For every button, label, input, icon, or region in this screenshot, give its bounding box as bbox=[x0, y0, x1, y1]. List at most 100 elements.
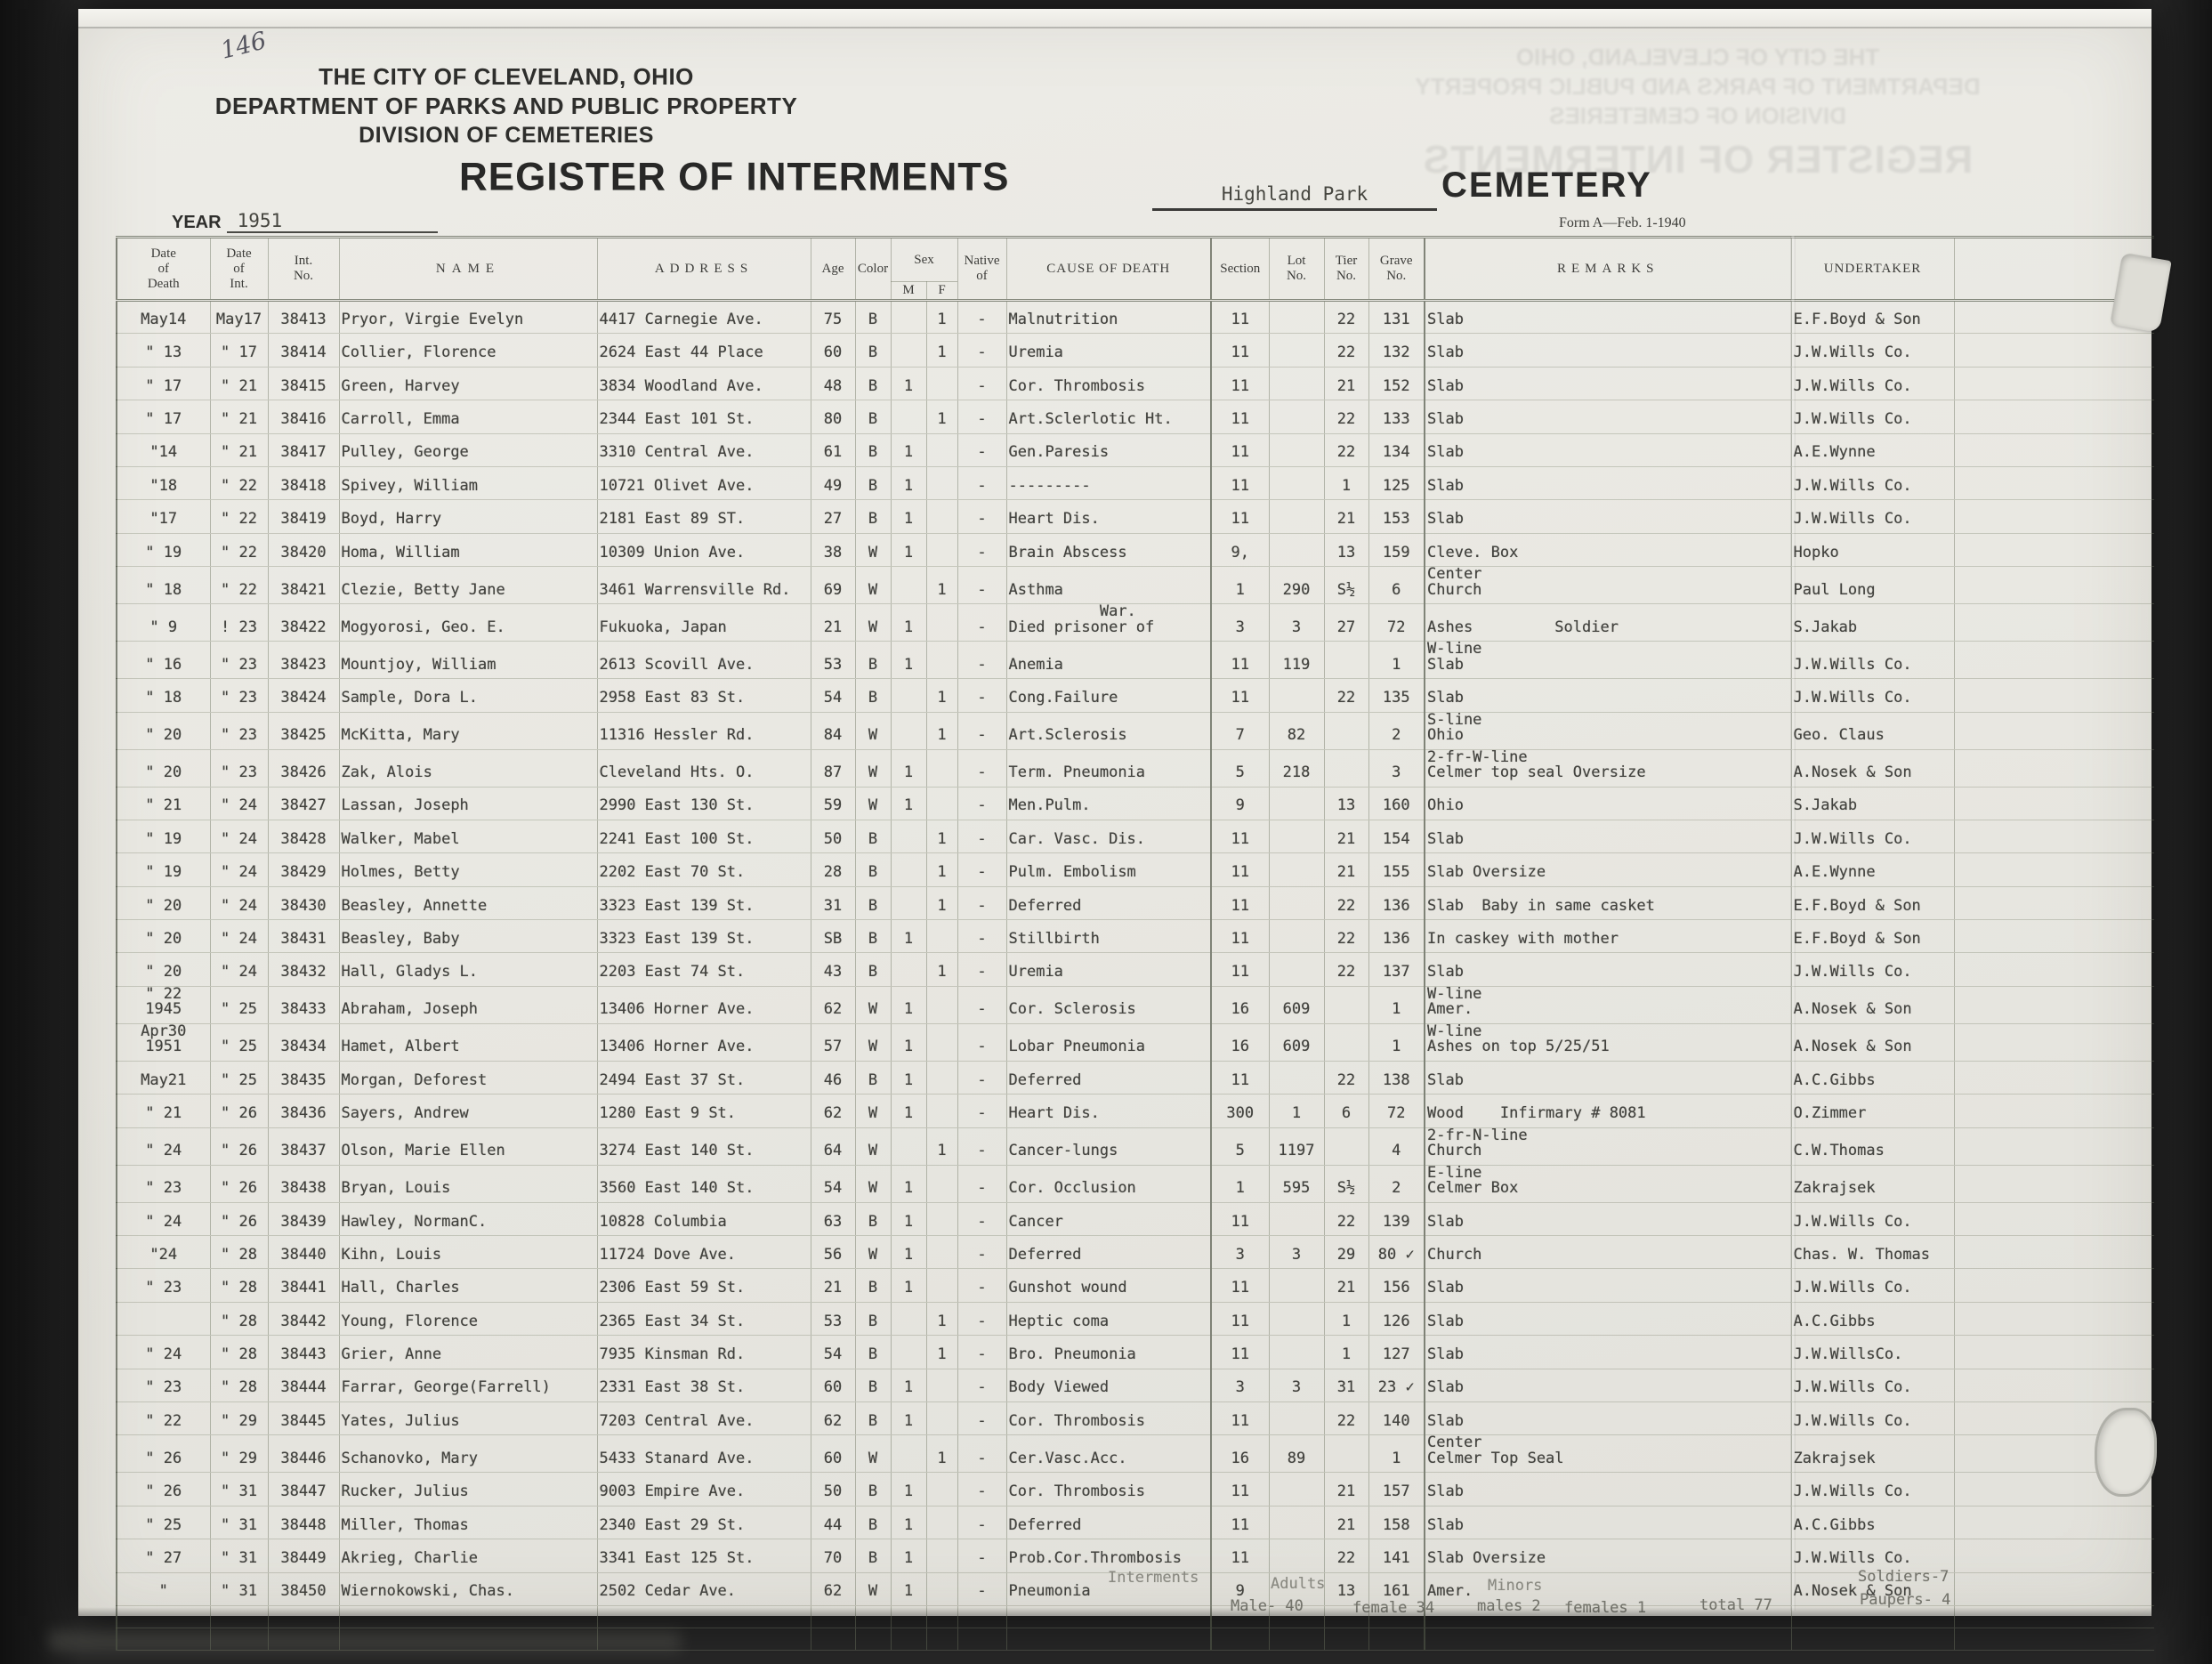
cell-tier-no: 22 bbox=[1323, 886, 1368, 921]
cell-remarks: Slab Oversize bbox=[1424, 852, 1791, 887]
cell-grave-no: 152 bbox=[1368, 367, 1425, 401]
cell-blank bbox=[116, 1628, 210, 1651]
cell-blank bbox=[267, 1605, 339, 1628]
cell-sex-m: 1 bbox=[890, 1268, 926, 1303]
cell-date-of-death: "17 bbox=[116, 499, 210, 534]
cell-sex-f bbox=[925, 919, 957, 954]
cell-blank bbox=[1953, 333, 2154, 368]
cell-blank bbox=[925, 1605, 957, 1628]
cell-cause-of-death: Anemia bbox=[1005, 641, 1211, 680]
cell-blank bbox=[267, 1628, 339, 1651]
table-row: " 23 " 26 38438 Bryan, Louis 3560 East 140 S… bbox=[116, 1165, 2154, 1203]
cell-address: Fukuoka, Japan bbox=[596, 603, 811, 642]
cell-undertaker: E.F.Boyd & Son bbox=[1790, 300, 1954, 335]
cell-sex-f bbox=[925, 1572, 957, 1606]
cell-date-of-death: " 22 1945 bbox=[116, 986, 210, 1024]
cell-sex-m: 1 bbox=[890, 1401, 926, 1436]
table-row: " 18 " 22 38421 Clezie, Betty Jane 3461 Warr… bbox=[116, 566, 2154, 605]
cell-date-of-death: " 23 bbox=[116, 1369, 210, 1402]
cell-date-of-int: " 31 bbox=[209, 1506, 268, 1540]
cell-blank bbox=[1953, 919, 2154, 954]
cell-native-of: - bbox=[957, 1094, 1006, 1128]
cell-cause-of-death: Pulm. Embolism bbox=[1005, 852, 1211, 887]
cell-address: 2613 Scovill Ave. bbox=[596, 641, 811, 680]
cell-remarks: Slab bbox=[1424, 1061, 1791, 1095]
cell-blank bbox=[1953, 952, 2154, 987]
cell-date-of-int: " 23 bbox=[209, 712, 268, 750]
cell-remarks: Slab Baby in same casket bbox=[1424, 886, 1791, 921]
cell-native-of: - bbox=[957, 1061, 1006, 1095]
cell-native-of: - bbox=[957, 712, 1006, 750]
cell-sex-m bbox=[890, 852, 926, 887]
cell-name: Sample, Dora L. bbox=[338, 678, 597, 713]
cell-tier-no: 21 bbox=[1323, 1506, 1368, 1540]
cell-blank bbox=[1268, 1628, 1324, 1651]
cell-undertaker: A.C.Gibbs bbox=[1790, 1061, 1954, 1095]
col-header-grave-no: Grave No. bbox=[1368, 236, 1425, 302]
cell-remarks: Slab bbox=[1424, 1335, 1791, 1369]
cell-address: 3323 East 139 St. bbox=[596, 886, 811, 921]
book-spine bbox=[0, 0, 82, 1664]
cell-blank bbox=[1953, 433, 2154, 467]
cell-sex-m bbox=[890, 820, 926, 854]
cell-native-of: - bbox=[957, 749, 1006, 788]
table-row: " 19 " 24 38428 Walker, Mabel 2241 East 100 … bbox=[116, 820, 2154, 854]
register-page: THE CITY OF CLEVELAND, OHIO DEPARTMENT O… bbox=[78, 9, 2172, 1651]
cell-blank bbox=[209, 1605, 268, 1628]
cell-date-of-int: " 24 bbox=[209, 787, 268, 820]
cell-sex-f bbox=[925, 367, 957, 401]
cell-date-of-int: " 17 bbox=[209, 333, 268, 368]
cell-lot-no bbox=[1268, 533, 1324, 568]
cell-date-of-death: " 20 bbox=[116, 749, 210, 788]
cell-date-of-int: " 21 bbox=[209, 367, 268, 401]
table-row: " 24 " 26 38437 Olson, Marie Ellen 3274 East… bbox=[116, 1127, 2154, 1166]
cell-int-no: 38419 bbox=[267, 499, 339, 534]
cell-undertaker: A.E.Wynne bbox=[1790, 852, 1954, 887]
cell-date-of-int: " 21 bbox=[209, 400, 268, 434]
cell-tier-no: 27 bbox=[1323, 603, 1368, 642]
cell-name: Beasley, Baby bbox=[338, 919, 597, 954]
table-row: " 22 1945 " 25 38433 Abraham, Joseph 13406 H… bbox=[116, 986, 2154, 1024]
cell-int-no: 38435 bbox=[267, 1061, 339, 1095]
cell-name: Carroll, Emma bbox=[338, 400, 597, 434]
col-header-date-of-death: Date of Death bbox=[116, 236, 210, 302]
cell-address: 7203 Central Ave. bbox=[596, 1401, 811, 1436]
cell-lot-no bbox=[1268, 499, 1324, 534]
cell-lot-no bbox=[1268, 400, 1324, 434]
cell-age: 50 bbox=[810, 1472, 855, 1506]
cell-remarks: Slab bbox=[1424, 1302, 1791, 1337]
cell-cause-of-death: Heptic coma bbox=[1005, 1302, 1211, 1337]
table-row: May14 May17 38413 Pryor, Virgie Evelyn 4417 … bbox=[116, 300, 2154, 335]
cell-color: W bbox=[854, 712, 891, 750]
cell-cause-of-death: Deferred bbox=[1005, 1506, 1211, 1540]
cell-lot-no bbox=[1268, 433, 1324, 467]
cell-address: 5433 Stanard Ave. bbox=[596, 1434, 811, 1474]
col-header-native-of: Native of bbox=[957, 236, 1006, 302]
cell-remarks: In caskey with mother bbox=[1424, 919, 1791, 954]
cell-grave-no: 141 bbox=[1368, 1539, 1425, 1573]
cell-blank bbox=[1953, 1302, 2154, 1337]
cell-grave-no: 160 bbox=[1368, 787, 1425, 820]
cell-cause-of-death: Term. Pneumonia bbox=[1005, 749, 1211, 788]
cell-date-of-int: " 25 bbox=[209, 1023, 268, 1062]
cell-color: B bbox=[854, 1539, 891, 1573]
cell-undertaker: J.W.Wills Co. bbox=[1790, 466, 1954, 501]
cell-undertaker: J.W.Wills Co. bbox=[1790, 678, 1954, 713]
cell-sex-f bbox=[925, 433, 957, 467]
cell-native-of: - bbox=[957, 367, 1006, 401]
cell-sex-m bbox=[890, 886, 926, 921]
cell-lot-no bbox=[1268, 886, 1324, 921]
cell-blank bbox=[1953, 1202, 2154, 1237]
cell-sex-f bbox=[925, 1235, 957, 1270]
cell-sex-m: 1 bbox=[890, 1472, 926, 1506]
table-row: Apr30 1951 " 25 38434 Hamet, Albert 13406 Ho… bbox=[116, 1023, 2154, 1062]
cell-remarks: S-line Ohio bbox=[1424, 712, 1791, 750]
cell-age: 69 bbox=[810, 566, 855, 605]
cell-date-of-int: " 22 bbox=[209, 466, 268, 501]
cell-tier-no: 21 bbox=[1323, 820, 1368, 854]
cell-age: 38 bbox=[810, 533, 855, 568]
cell-address: 4417 Carnegie Ave. bbox=[596, 300, 811, 335]
cell-date-of-int: " 22 bbox=[209, 499, 268, 534]
cell-date-of-death: " 20 bbox=[116, 712, 210, 750]
cell-cause-of-death: Gen.Paresis bbox=[1005, 433, 1211, 467]
